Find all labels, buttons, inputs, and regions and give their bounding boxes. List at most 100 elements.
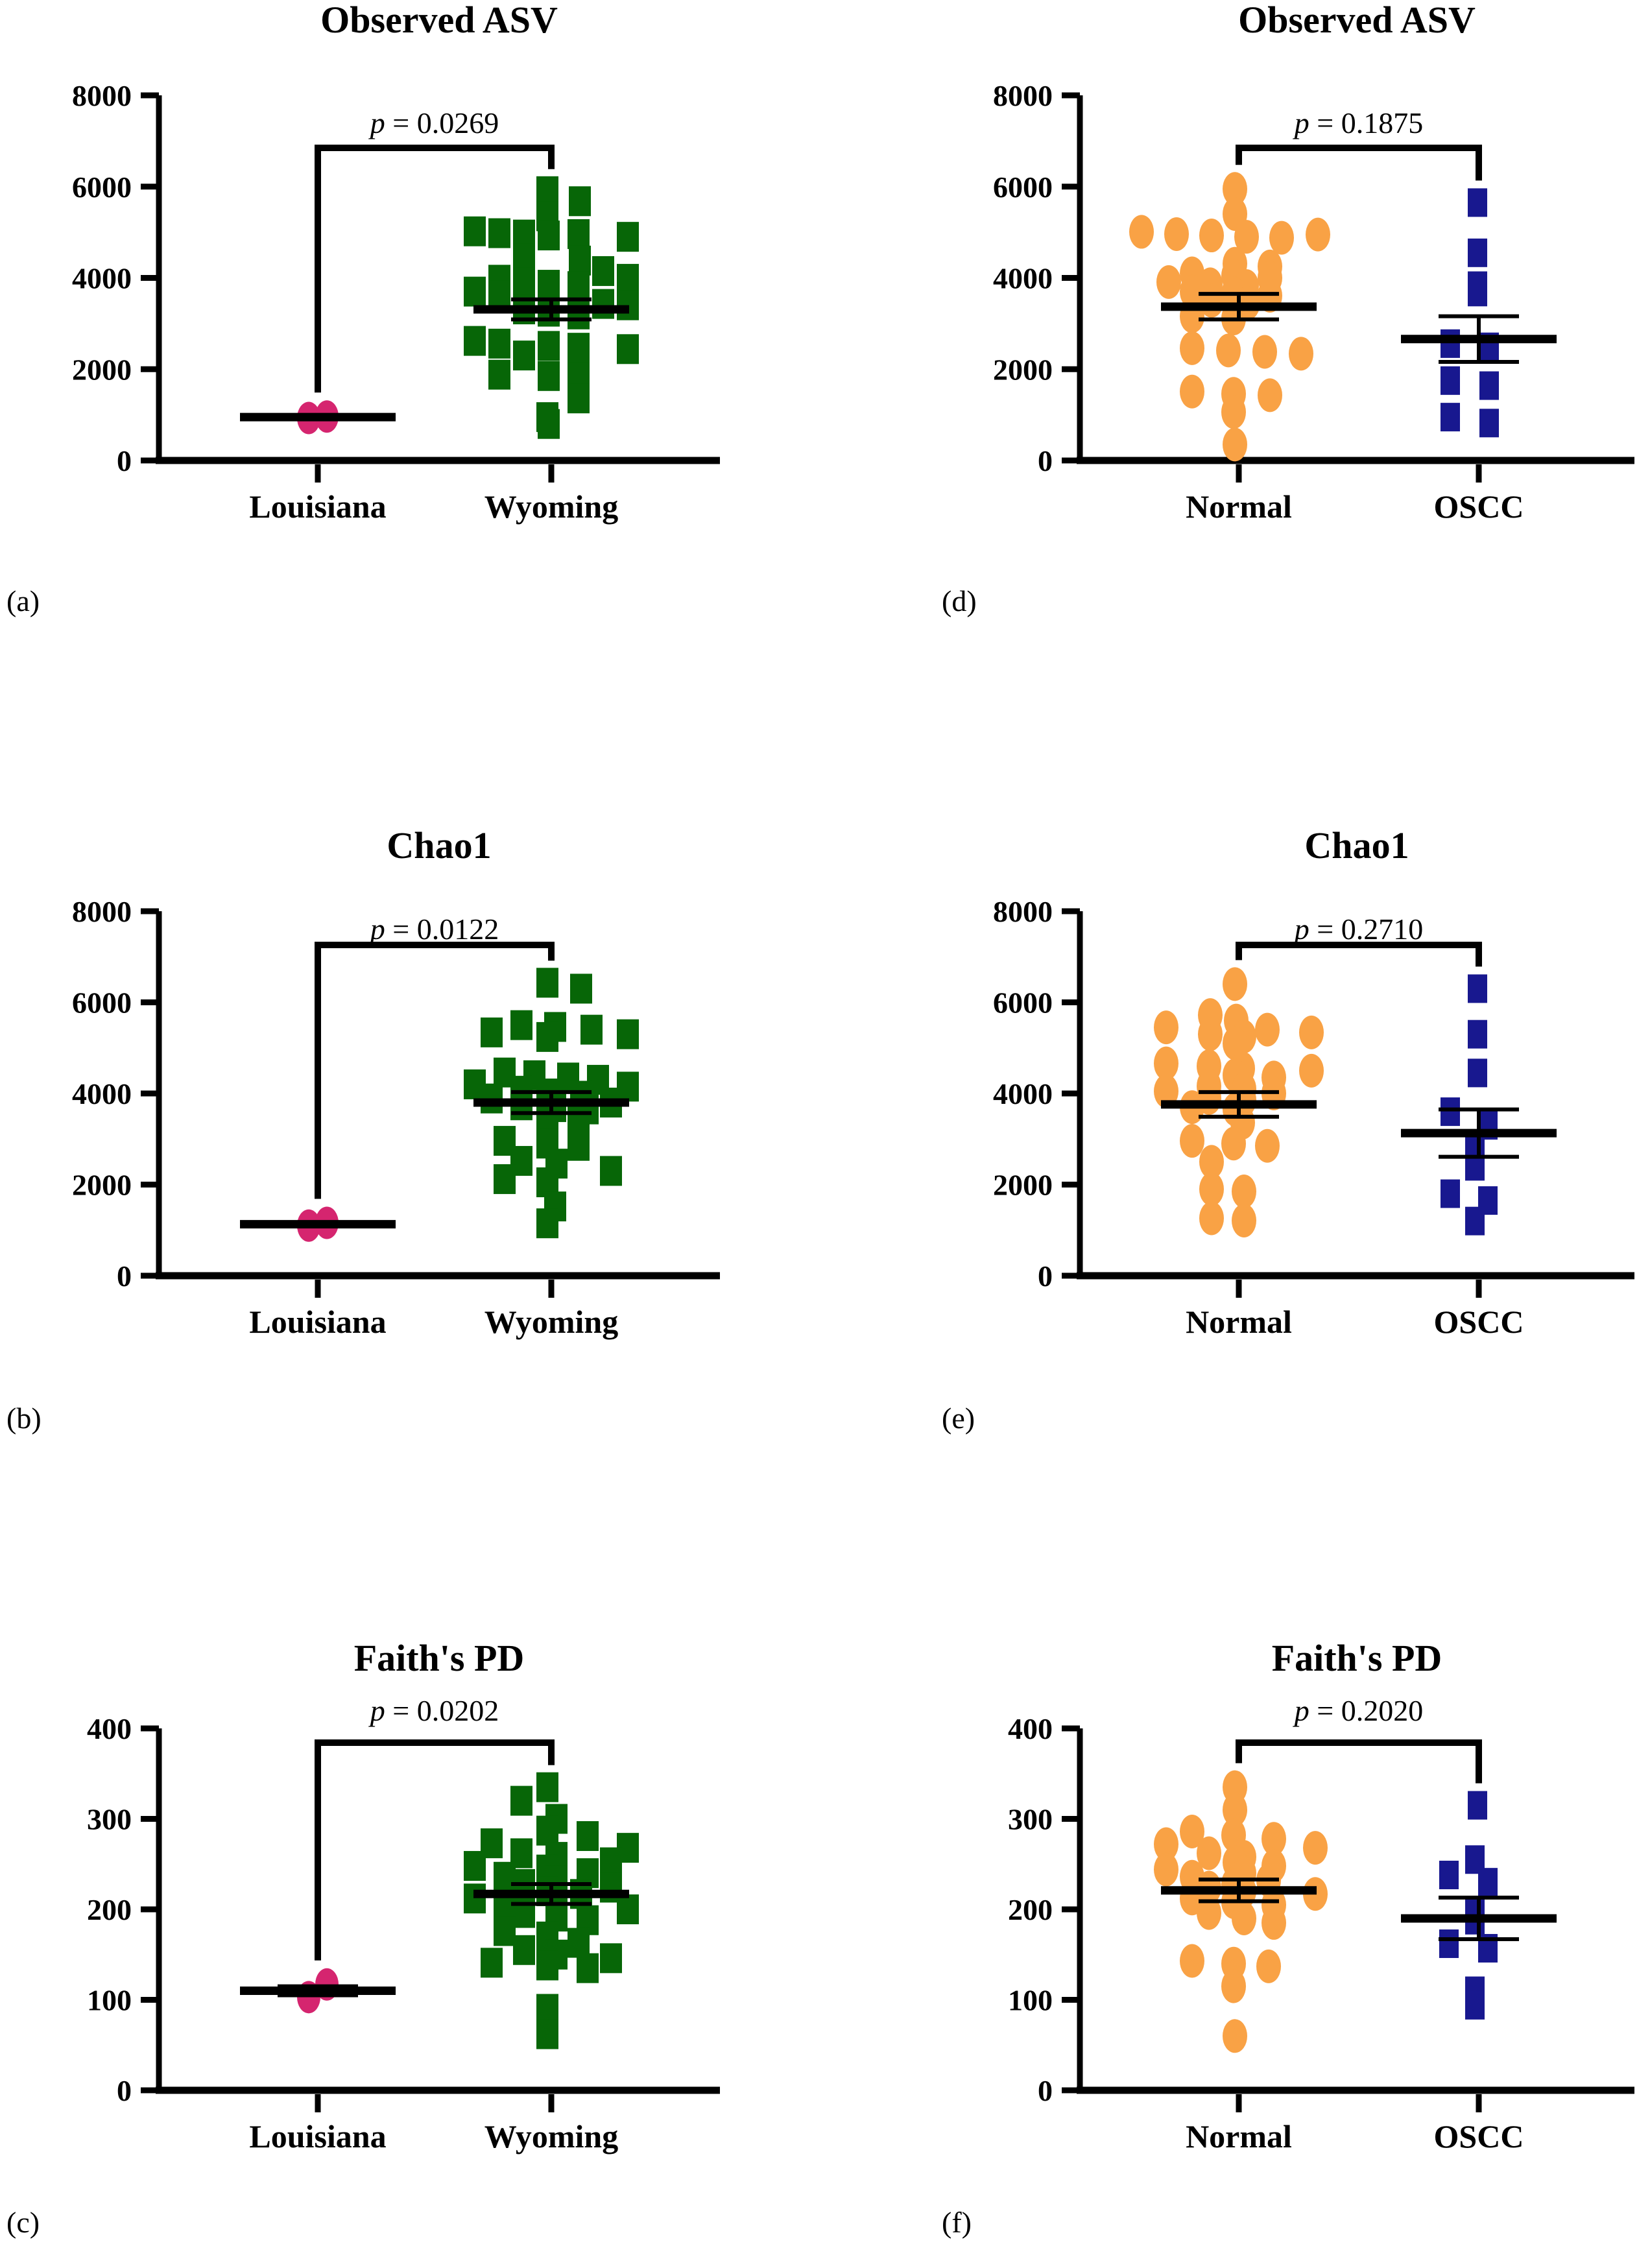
data-point bbox=[568, 1928, 590, 1958]
y-tick-label: 0 bbox=[1038, 1259, 1053, 1293]
data-point bbox=[513, 1935, 535, 1965]
data-point bbox=[1468, 1058, 1487, 1088]
data-point bbox=[1232, 1203, 1256, 1237]
data-point bbox=[1221, 1969, 1246, 2003]
chart-title: Observed ASV bbox=[1238, 0, 1476, 41]
data-point bbox=[1468, 238, 1487, 267]
panel-d-label: (d) bbox=[942, 584, 977, 617]
data-point bbox=[580, 1014, 603, 1045]
data-point bbox=[1129, 215, 1154, 249]
panel-b-label: (b) bbox=[6, 1402, 42, 1435]
group-label: Normal bbox=[1186, 1304, 1292, 1340]
y-tick-label: 6000 bbox=[72, 171, 132, 204]
y-tick-label: 100 bbox=[1008, 1984, 1053, 2017]
data-point bbox=[494, 1861, 516, 1892]
data-point bbox=[1216, 333, 1241, 368]
p-value-text: p = 0.1875 bbox=[1293, 106, 1423, 139]
data-point bbox=[577, 1821, 599, 1852]
data-point bbox=[1154, 1010, 1178, 1045]
data-point bbox=[1232, 1901, 1256, 1935]
data-point bbox=[1180, 1124, 1204, 1158]
data-point bbox=[569, 245, 591, 276]
data-point bbox=[1180, 1815, 1204, 1849]
data-point bbox=[569, 186, 591, 217]
data-point bbox=[513, 340, 535, 371]
significance-bracket bbox=[315, 1739, 555, 1961]
data-point bbox=[1441, 1097, 1460, 1127]
data-point bbox=[1303, 1831, 1328, 1865]
y-tick-label: 6000 bbox=[993, 986, 1053, 1020]
chart-title: Chao1 bbox=[1304, 824, 1409, 866]
y-tick-label: 0 bbox=[117, 1259, 132, 1293]
panel-b-chart: Chao1 0 2000 4000 6000 8000 Louisiana Wyoming p … bbox=[72, 824, 720, 1340]
data-point bbox=[536, 2019, 558, 2049]
data-point bbox=[1223, 2019, 1247, 2053]
data-point bbox=[1223, 427, 1247, 462]
y-tick-label: 4000 bbox=[72, 262, 132, 295]
y-tick-label: 200 bbox=[87, 1893, 132, 1926]
data-point bbox=[1154, 1074, 1178, 1108]
chart-title: Chao1 bbox=[387, 824, 491, 866]
p-value-text: p = 0.0269 bbox=[368, 106, 499, 139]
y-tick-label: 0 bbox=[117, 444, 132, 477]
y-tick-label: 2000 bbox=[993, 353, 1053, 386]
data-point bbox=[1232, 1175, 1256, 1209]
y-tick-label: 400 bbox=[1008, 1712, 1053, 1745]
data-point bbox=[1441, 403, 1460, 432]
data-point bbox=[1439, 1860, 1459, 1889]
data-point bbox=[538, 361, 560, 391]
data-point bbox=[568, 219, 590, 249]
data-point bbox=[600, 1156, 622, 1186]
data-point bbox=[568, 383, 590, 414]
y-tick-label: 0 bbox=[1038, 2074, 1053, 2107]
data-point bbox=[481, 1017, 503, 1047]
y-tick-label: 4000 bbox=[993, 262, 1053, 295]
data-point bbox=[488, 328, 510, 359]
group-label: Louisiana bbox=[249, 2118, 386, 2155]
data-point bbox=[1197, 1896, 1221, 1930]
data-point bbox=[1199, 219, 1224, 253]
data-point bbox=[1255, 1012, 1280, 1047]
data-point bbox=[1269, 221, 1294, 255]
group-label: Wyoming bbox=[484, 2118, 619, 2155]
significance-bracket bbox=[1236, 942, 1482, 967]
data-point bbox=[1441, 1179, 1460, 1208]
significance-bracket bbox=[315, 145, 555, 393]
data-point bbox=[536, 1772, 558, 1802]
group-label: Louisiana bbox=[249, 1304, 386, 1340]
data-point bbox=[1299, 1015, 1324, 1049]
data-point bbox=[1180, 331, 1204, 365]
data-point bbox=[1197, 1836, 1221, 1870]
p-value-text: p = 0.0122 bbox=[368, 913, 499, 946]
group-label: OSCC bbox=[1434, 2118, 1524, 2155]
data-point bbox=[494, 1164, 516, 1195]
data-point bbox=[536, 176, 558, 206]
y-tick-label: 100 bbox=[87, 1984, 132, 2017]
data-point bbox=[568, 333, 590, 363]
data-point bbox=[1468, 188, 1487, 217]
data-point bbox=[617, 1894, 639, 1924]
y-tick-label: 6000 bbox=[993, 171, 1053, 204]
data-point bbox=[1468, 1020, 1487, 1049]
data-point bbox=[568, 1130, 590, 1161]
group-label: Louisiana bbox=[249, 488, 386, 525]
data-point bbox=[568, 299, 590, 329]
data-point bbox=[1199, 1201, 1224, 1235]
data-point bbox=[1199, 1145, 1224, 1179]
y-tick-label: 8000 bbox=[993, 79, 1053, 112]
significance-bracket bbox=[1236, 145, 1482, 181]
group-label: Normal bbox=[1186, 488, 1292, 525]
data-point bbox=[1223, 967, 1247, 1001]
p-value-text: p = 0.0202 bbox=[368, 1694, 499, 1727]
data-point bbox=[1199, 1172, 1224, 1206]
data-point bbox=[617, 334, 639, 364]
panel-c-label: (c) bbox=[6, 2206, 40, 2239]
data-point bbox=[1258, 378, 1282, 412]
data-point bbox=[592, 256, 614, 286]
data-point bbox=[1223, 1793, 1247, 1827]
group-label: Normal bbox=[1186, 2118, 1292, 2155]
data-point bbox=[464, 1851, 486, 1881]
chart-title: Faith's PD bbox=[1272, 1637, 1442, 1679]
y-tick-label: 6000 bbox=[72, 986, 132, 1020]
data-point bbox=[1154, 1852, 1178, 1887]
